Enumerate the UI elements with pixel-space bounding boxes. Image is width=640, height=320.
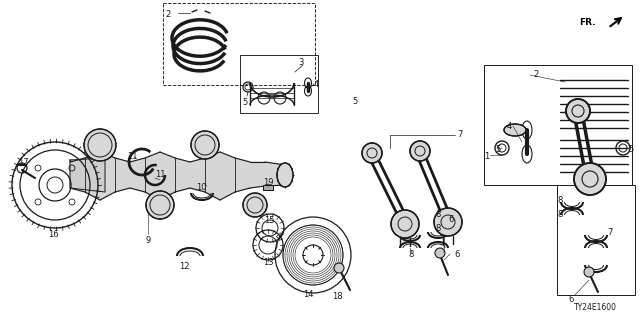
Bar: [163, 3, 315, 85]
Text: 15: 15: [264, 216, 275, 225]
Text: 7: 7: [457, 130, 462, 139]
Text: 17: 17: [18, 158, 29, 167]
Circle shape: [434, 208, 462, 236]
Text: 7: 7: [607, 228, 612, 237]
Circle shape: [574, 163, 606, 195]
Text: 2: 2: [165, 10, 170, 19]
Text: 11: 11: [155, 170, 166, 179]
Circle shape: [584, 267, 594, 277]
Text: 8: 8: [435, 224, 440, 233]
Circle shape: [566, 99, 590, 123]
Text: 9: 9: [145, 236, 150, 245]
Text: 12: 12: [179, 262, 189, 271]
Text: 3: 3: [298, 58, 303, 67]
Text: 5: 5: [242, 98, 247, 107]
Bar: [263, 185, 273, 190]
Circle shape: [410, 141, 430, 161]
Text: 14: 14: [303, 290, 313, 299]
Circle shape: [391, 210, 419, 238]
Circle shape: [362, 143, 382, 163]
Bar: [484, 65, 632, 185]
Circle shape: [334, 263, 344, 273]
Text: 1: 1: [484, 152, 489, 161]
Text: 10: 10: [196, 183, 207, 192]
Ellipse shape: [504, 124, 526, 136]
Circle shape: [243, 193, 267, 217]
Bar: [263, 185, 273, 190]
Polygon shape: [70, 158, 105, 192]
Text: 8: 8: [408, 250, 413, 259]
Text: 5: 5: [495, 145, 500, 154]
Text: 2: 2: [533, 70, 538, 79]
Text: FR.: FR.: [579, 18, 596, 27]
Text: 18: 18: [332, 292, 342, 301]
Circle shape: [84, 129, 116, 161]
Text: 13: 13: [263, 258, 274, 267]
Text: 19: 19: [263, 178, 273, 187]
Polygon shape: [70, 152, 285, 200]
Circle shape: [191, 131, 219, 159]
Text: TY24E1600: TY24E1600: [573, 303, 616, 313]
Bar: [557, 185, 635, 295]
Text: 8: 8: [557, 210, 563, 219]
Text: 6: 6: [448, 215, 453, 224]
Circle shape: [146, 191, 174, 219]
Bar: [240, 55, 318, 113]
Text: 6: 6: [568, 295, 573, 304]
Text: 8: 8: [557, 196, 563, 205]
Text: 5: 5: [352, 97, 357, 106]
Ellipse shape: [277, 163, 293, 187]
Text: 16: 16: [48, 230, 59, 239]
Text: 11: 11: [127, 152, 138, 161]
Text: 4: 4: [314, 80, 319, 89]
Circle shape: [435, 248, 445, 258]
Text: 6: 6: [454, 250, 460, 259]
Text: 4: 4: [507, 122, 512, 131]
Text: 5: 5: [628, 145, 633, 154]
Text: 8: 8: [435, 210, 440, 219]
